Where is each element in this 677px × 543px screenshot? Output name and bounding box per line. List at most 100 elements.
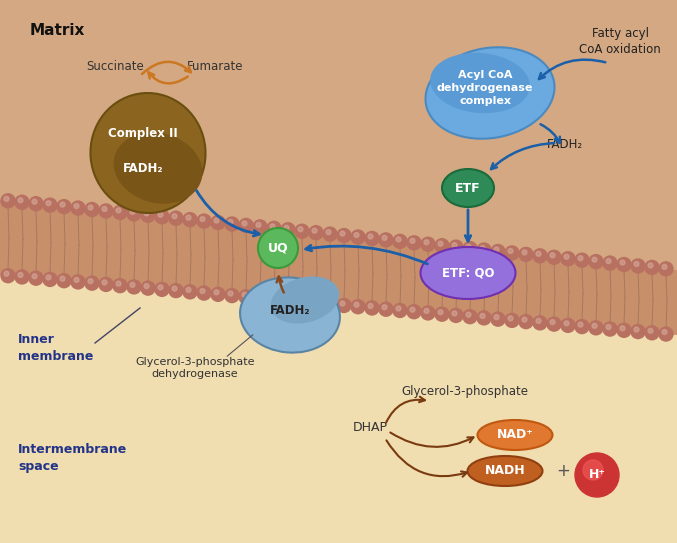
Circle shape [326,230,331,235]
Circle shape [659,262,673,276]
Circle shape [340,231,345,236]
Circle shape [365,301,379,315]
Circle shape [256,223,261,228]
Circle shape [74,277,79,282]
Circle shape [99,277,113,292]
Circle shape [519,314,533,329]
Circle shape [491,244,505,258]
Circle shape [631,259,645,273]
Circle shape [449,308,463,323]
Circle shape [592,323,597,329]
Circle shape [382,305,387,310]
Circle shape [561,252,575,266]
Circle shape [102,280,107,285]
Circle shape [309,226,323,239]
Circle shape [312,299,317,304]
Circle shape [575,253,589,267]
Circle shape [393,304,407,318]
Circle shape [4,197,9,201]
Circle shape [197,214,211,228]
Circle shape [452,311,457,316]
Circle shape [578,322,583,327]
Circle shape [4,271,9,276]
Circle shape [172,286,177,291]
Text: Matrix: Matrix [30,23,85,38]
Circle shape [550,320,555,325]
Circle shape [258,228,298,268]
Circle shape [144,283,149,289]
Circle shape [326,300,331,305]
Circle shape [337,229,351,243]
Circle shape [575,453,619,497]
Circle shape [536,318,541,324]
Circle shape [533,249,547,263]
Circle shape [88,205,93,210]
Circle shape [435,239,449,252]
Circle shape [197,286,211,300]
Circle shape [15,270,29,284]
Circle shape [60,202,65,207]
Circle shape [113,279,127,293]
Ellipse shape [91,93,206,213]
Circle shape [617,323,631,337]
Text: Succinate: Succinate [86,60,144,73]
Circle shape [169,283,183,298]
Circle shape [32,199,37,204]
Circle shape [183,213,197,226]
Circle shape [225,288,239,302]
Circle shape [29,271,43,285]
Circle shape [32,274,37,279]
Circle shape [298,297,303,302]
Circle shape [281,223,295,237]
Circle shape [141,281,155,295]
Circle shape [477,243,491,257]
Circle shape [494,314,499,320]
Circle shape [74,204,79,209]
Circle shape [186,215,191,220]
Circle shape [214,218,219,223]
Circle shape [365,231,379,245]
Circle shape [71,201,85,215]
Circle shape [589,255,603,269]
Circle shape [1,194,15,208]
Circle shape [606,325,611,330]
Circle shape [46,275,51,280]
Circle shape [60,276,65,281]
Text: NADH: NADH [485,464,525,477]
Circle shape [368,234,373,239]
Circle shape [589,321,603,335]
Circle shape [88,279,93,283]
Circle shape [480,313,485,318]
Circle shape [225,217,239,231]
Circle shape [438,241,443,246]
Circle shape [494,247,499,252]
Circle shape [309,296,323,310]
Text: Acyl CoA
dehydrogenase
complex: Acyl CoA dehydrogenase complex [437,70,533,106]
Circle shape [130,210,135,214]
Circle shape [466,312,471,317]
Circle shape [438,310,443,315]
Circle shape [421,237,435,251]
Circle shape [239,218,253,232]
Polygon shape [0,0,677,270]
Circle shape [228,291,233,296]
Circle shape [200,288,205,294]
Circle shape [424,308,429,313]
Circle shape [393,235,407,248]
Circle shape [46,201,51,206]
Circle shape [533,316,547,330]
Circle shape [284,296,289,301]
Circle shape [522,317,527,322]
Circle shape [410,307,415,312]
Circle shape [18,198,23,203]
Circle shape [144,211,149,216]
Circle shape [102,206,107,211]
Circle shape [379,233,393,247]
Circle shape [620,326,625,331]
Circle shape [15,195,29,209]
Text: Fumarate: Fumarate [187,60,243,73]
Circle shape [435,307,449,321]
Circle shape [127,207,141,221]
Circle shape [522,250,527,255]
Ellipse shape [468,456,542,486]
